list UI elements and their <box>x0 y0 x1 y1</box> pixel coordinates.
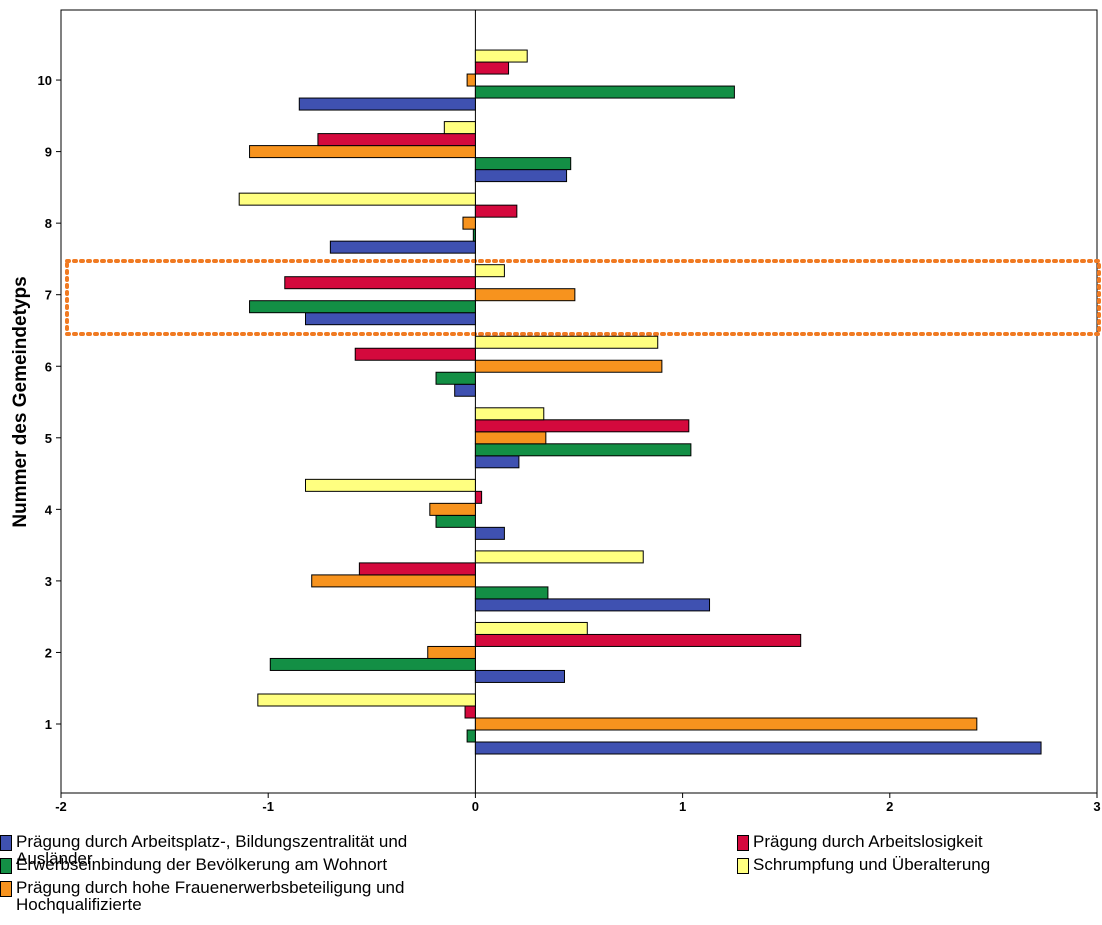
bar <box>474 526 505 540</box>
bar <box>474 359 663 373</box>
bar <box>427 645 476 659</box>
legend-label: Prägung durch Arbeitslosigkeit <box>753 832 983 851</box>
y-tick-label: 10 <box>38 73 52 88</box>
bar <box>474 169 568 183</box>
y-tick-label: 6 <box>45 359 52 374</box>
legend-label: Schrumpfung und Überalterung <box>753 855 991 874</box>
bar <box>474 407 545 421</box>
bar <box>462 216 476 230</box>
bar <box>474 741 1042 755</box>
bar <box>474 431 547 445</box>
bar <box>474 550 644 564</box>
bar <box>474 586 549 600</box>
legend-entry: Schrumpfung und Überalterung <box>737 856 1102 874</box>
bar <box>472 228 476 242</box>
legend-swatch <box>737 835 749 851</box>
legend-swatch <box>0 881 12 897</box>
bar <box>429 502 476 516</box>
y-tick-label: 1 <box>45 717 52 732</box>
bar <box>329 240 476 254</box>
legend-label: Erwerbseinbindung der Bevölkerung am Woh… <box>16 855 388 874</box>
bar <box>298 97 476 111</box>
x-tick-label: -2 <box>55 799 67 814</box>
bar <box>474 443 692 457</box>
bar <box>474 717 978 731</box>
bar <box>474 621 588 635</box>
bar <box>474 335 659 349</box>
legend-swatch <box>0 858 12 874</box>
bar <box>358 562 476 576</box>
bar <box>443 121 476 135</box>
bar <box>311 574 476 588</box>
bar <box>474 455 520 469</box>
y-axis-label: Nummer des Gemeindetyps <box>10 276 31 527</box>
bar <box>269 657 476 671</box>
bar <box>474 633 802 647</box>
bar <box>474 419 690 433</box>
x-tick-label: 2 <box>886 799 893 814</box>
y-tick-label: 7 <box>45 288 52 303</box>
bar <box>435 371 476 385</box>
y-tick-label: 9 <box>45 145 52 160</box>
bar <box>474 264 505 278</box>
bar <box>317 133 476 147</box>
bar <box>474 49 528 63</box>
bar <box>474 204 518 218</box>
bar <box>474 157 572 171</box>
bar <box>354 347 476 361</box>
bar <box>474 490 483 504</box>
y-tick-label: 2 <box>45 645 52 660</box>
legend-entry: Erwerbseinbindung der Bevölkerung am Woh… <box>0 856 486 874</box>
plot-frame <box>60 9 1098 794</box>
bar <box>257 693 476 707</box>
bar <box>238 192 476 206</box>
bar <box>466 73 476 87</box>
bar <box>249 300 476 314</box>
legend-entry: Prägung durch hohe Frauenerwerbsbeteilig… <box>0 879 486 913</box>
bar <box>474 598 711 612</box>
x-tick-label: 1 <box>679 799 686 814</box>
bar <box>474 288 576 302</box>
legend-entry: Prägung durch Arbeitsplatz-, Bildungszen… <box>0 833 486 867</box>
bar <box>435 514 476 528</box>
highlight-box <box>65 259 1101 336</box>
bar <box>284 276 476 290</box>
bar <box>249 145 476 159</box>
bar <box>474 669 565 683</box>
bar <box>454 383 476 397</box>
y-tick-label: 5 <box>45 431 52 446</box>
y-tick-label: 3 <box>45 574 52 589</box>
legend-label: Prägung durch Arbeitsplatz-, Bildungszen… <box>16 832 408 868</box>
bar <box>304 478 476 492</box>
x-tick-label: 0 <box>472 799 479 814</box>
bar <box>474 85 735 99</box>
legend-swatch <box>737 858 749 874</box>
bar <box>464 705 476 719</box>
bar <box>304 312 476 326</box>
y-tick-label: 8 <box>45 216 52 231</box>
legend-label: Prägung durch hohe Frauenerwerbsbeteilig… <box>16 878 405 914</box>
bar <box>474 61 510 75</box>
legend-entry: Prägung durch Arbeitslosigkeit <box>737 833 1102 851</box>
x-tick-label: 3 <box>1093 799 1100 814</box>
bar <box>466 729 476 743</box>
x-tick-label: -1 <box>262 799 274 814</box>
y-tick-label: 4 <box>45 502 53 517</box>
legend-swatch <box>0 835 12 851</box>
